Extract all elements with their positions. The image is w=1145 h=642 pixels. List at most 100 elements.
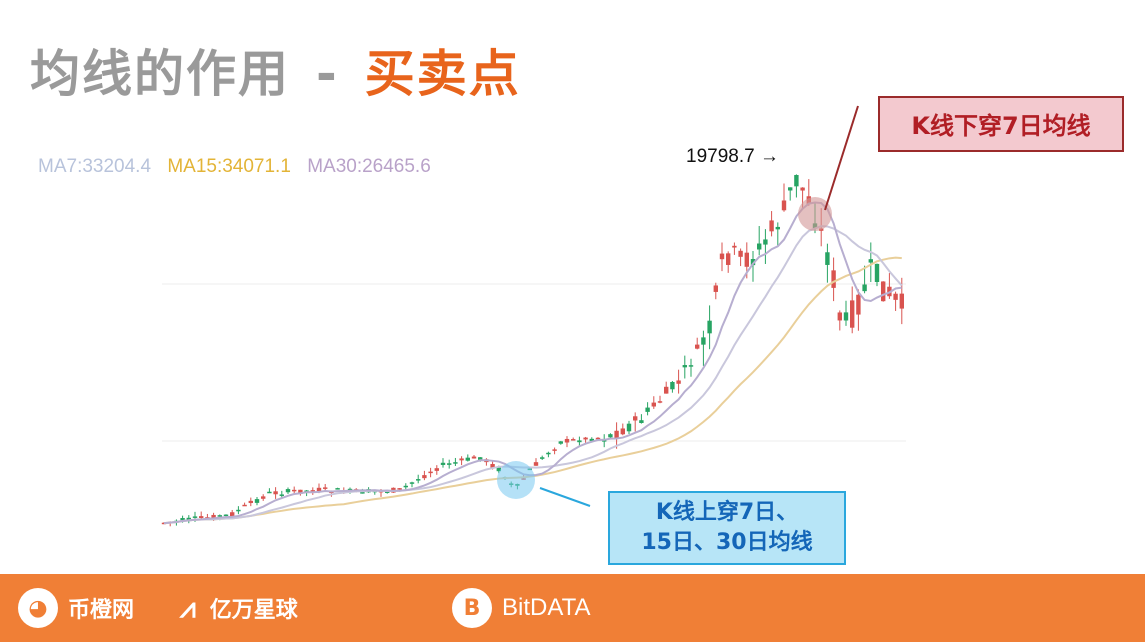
slide-title: 均线的作用 - 买卖点 xyxy=(30,34,521,106)
candle-body xyxy=(546,452,551,455)
candle-body xyxy=(540,457,545,459)
candle-body xyxy=(639,420,644,424)
candle-body xyxy=(428,471,433,474)
candle-body xyxy=(192,516,198,518)
candle-body xyxy=(254,499,260,503)
candle-body xyxy=(763,239,768,245)
footer-logo-yiwanxingqiu: ⩘ 亿万星球 xyxy=(180,574,298,642)
candle-body xyxy=(602,440,607,442)
candle-body xyxy=(688,365,694,367)
sell-point-highlight xyxy=(798,197,832,231)
candle-body xyxy=(757,243,762,250)
candle-body xyxy=(695,344,700,349)
candle-body xyxy=(261,496,266,499)
candle-body xyxy=(385,491,390,493)
candle-body xyxy=(676,380,681,384)
candle-body xyxy=(453,462,458,464)
candle-body xyxy=(273,491,278,495)
candle-body xyxy=(614,430,619,439)
candle-body xyxy=(843,312,849,321)
candle-body xyxy=(775,226,780,230)
title-dash: - xyxy=(316,45,339,103)
candle-body xyxy=(862,284,867,292)
candle-body xyxy=(750,259,756,266)
title-part1: 均线的作用 xyxy=(30,45,290,103)
candle-body xyxy=(719,253,725,260)
candle-body xyxy=(726,253,731,265)
candle-body xyxy=(608,434,613,438)
candle-body xyxy=(298,489,303,494)
candle-body xyxy=(316,487,322,492)
candle-body xyxy=(397,488,402,490)
candle-body xyxy=(217,515,222,517)
candle-body xyxy=(620,428,625,435)
candle-body xyxy=(335,488,340,490)
candle-body xyxy=(533,462,539,466)
candle-body xyxy=(781,200,787,211)
legend-ma7: MA7:33204.4 xyxy=(38,156,152,177)
candle-body xyxy=(626,423,632,432)
candle-body xyxy=(788,187,793,191)
candle-body xyxy=(292,489,297,492)
buy-callout: K线上穿7日、 15日、30日均线 xyxy=(608,491,846,565)
candle-body xyxy=(564,438,570,443)
peak-label: 19798.7 → xyxy=(686,146,779,167)
candle-body xyxy=(794,175,799,187)
candle-body xyxy=(657,401,663,403)
candle-body xyxy=(577,440,582,443)
ma15-line xyxy=(163,225,903,525)
candle-body xyxy=(825,252,830,265)
buy-callout-line1: K线上穿7日、 xyxy=(655,500,799,525)
candle-body xyxy=(682,365,687,368)
candle-body xyxy=(769,220,774,232)
candle-body xyxy=(242,504,247,507)
ma-legend: MA7:33204.4 MA15:34071.1 MA30:26465.6 xyxy=(38,156,442,178)
footer-logo-bichengwang: ◕ 币橙网 xyxy=(18,574,134,642)
candle-body xyxy=(856,294,861,315)
candle-body xyxy=(490,464,495,468)
footer-bar: ◕ 币橙网 ⩘ 亿万星球 B BitDATA xyxy=(0,574,1145,642)
candle-body xyxy=(236,509,241,512)
candle-body xyxy=(496,467,501,472)
candle-body xyxy=(874,263,880,283)
candle-body xyxy=(732,245,737,248)
bitcoin-logo-icon: B xyxy=(452,588,492,628)
footer-logo-bitdata: B BitDATA xyxy=(452,574,590,642)
candle-body xyxy=(713,285,718,292)
candle-body xyxy=(893,293,898,300)
title-part2: 买卖点 xyxy=(364,45,521,103)
orange-logo-icon: ◕ xyxy=(18,588,58,628)
candle-body xyxy=(868,259,873,263)
candle-body xyxy=(571,439,576,441)
candle-body xyxy=(850,300,855,328)
candle-body xyxy=(403,485,408,488)
buy-callout-line2: 15日、30日均线 xyxy=(641,530,813,555)
candle-body xyxy=(707,320,712,334)
candle-body xyxy=(645,407,650,412)
candle-body xyxy=(416,479,421,481)
candle-body xyxy=(633,416,638,421)
candle-body xyxy=(267,491,272,494)
candle-body xyxy=(459,458,464,461)
candle-body xyxy=(478,457,483,460)
candle-body xyxy=(409,482,415,484)
candle-body xyxy=(422,475,427,479)
candle-body xyxy=(248,500,253,504)
buy-leader-line xyxy=(539,487,591,507)
candle-body xyxy=(899,293,904,309)
candle-body xyxy=(744,252,749,267)
candle-body xyxy=(186,517,191,521)
buy-point-highlight xyxy=(497,461,535,499)
footer-logo3-text: BitDATA xyxy=(502,594,591,621)
candle-body xyxy=(589,438,594,441)
candle-body xyxy=(701,337,706,345)
sell-callout: K线下穿7日均线 xyxy=(878,96,1124,152)
candle-body xyxy=(465,457,470,461)
candle-body xyxy=(881,281,886,302)
footer-logo1-text: 币橙网 xyxy=(68,598,135,623)
candle-body xyxy=(161,522,167,525)
wave-logo-icon: ⩘ xyxy=(180,591,196,624)
candle-body xyxy=(230,512,235,517)
candle-body xyxy=(447,463,452,465)
legend-ma15: MA15:34071.1 xyxy=(167,156,291,177)
